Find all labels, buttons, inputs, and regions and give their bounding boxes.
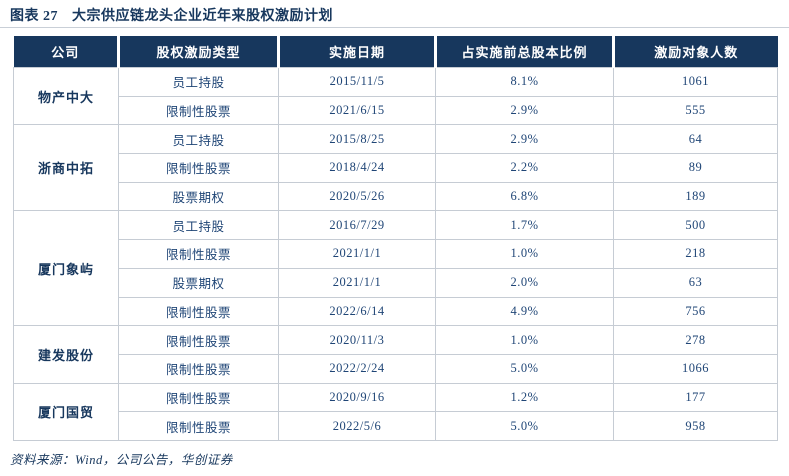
date-cell: 2021/1/1 xyxy=(278,239,436,269)
table-body: 物产中大 员工持股 2015/11/5 8.1% 1061 限制性股票 2021/6/15 2… xyxy=(13,66,778,441)
share-ratio-cell: 5.0% xyxy=(435,411,614,441)
incentive-type-cell: 员工持股 xyxy=(118,124,279,155)
date-cell: 2016/7/29 xyxy=(278,210,436,241)
table-row: 限制性股票 2022/5/6 5.0% 958 xyxy=(14,411,778,441)
equity-incentive-table: 公司 股权激励类型 实施日期 占实施前总股本比例 激励对象人数 物产中大 员工持股… xyxy=(13,36,778,441)
share-ratio-cell: 1.0% xyxy=(435,239,614,269)
date-cell: 2020/11/3 xyxy=(278,325,436,355)
company-cell: 建发股份 xyxy=(13,325,119,384)
date-cell: 2022/2/24 xyxy=(278,353,436,384)
column-header-incentive-type: 股权激励类型 xyxy=(117,36,279,68)
incentive-type-cell: 股票期权 xyxy=(118,181,279,212)
share-ratio-cell: 4.9% xyxy=(435,296,614,327)
headcount-cell: 1066 xyxy=(613,353,778,384)
table-row: 股票期权 2021/1/1 2.0% 63 xyxy=(14,267,778,298)
table-row: 限制性股票 2021/6/15 2.9% 555 xyxy=(14,95,778,126)
company-cell: 物产中大 xyxy=(13,66,119,126)
headcount-cell: 89 xyxy=(613,153,778,183)
date-cell: 2018/4/24 xyxy=(278,153,436,183)
headcount-cell: 177 xyxy=(613,382,778,413)
headcount-cell: 218 xyxy=(613,239,778,269)
incentive-type-cell: 限制性股票 xyxy=(118,95,279,126)
incentive-type-cell: 限制性股票 xyxy=(118,239,279,269)
table-row: 限制性股票 2018/4/24 2.2% 89 xyxy=(14,153,778,183)
column-header-date: 实施日期 xyxy=(277,36,436,68)
table-header: 公司 股权激励类型 实施日期 占实施前总股本比例 激励对象人数 xyxy=(13,36,778,68)
source-note: 资料来源：Wind，公司公告，华创证券 xyxy=(10,453,233,467)
table-row: 厦门象屿 员工持股 2016/7/29 1.7% 500 xyxy=(13,210,778,327)
incentive-type-cell: 限制性股票 xyxy=(118,411,279,441)
share-ratio-cell: 2.0% xyxy=(435,267,614,298)
date-cell: 2021/1/1 xyxy=(278,267,436,298)
table-row: 限制性股票 2021/1/1 1.0% 218 xyxy=(14,239,778,269)
column-header-company: 公司 xyxy=(13,36,119,68)
incentive-type-cell: 限制性股票 xyxy=(118,296,279,327)
headcount-cell: 756 xyxy=(613,296,778,327)
incentive-type-cell: 员工持股 xyxy=(118,210,279,241)
incentive-type-cell: 限制性股票 xyxy=(118,382,279,413)
table-row: 浙商中拓 员工持股 2015/8/25 2.9% 64 xyxy=(13,124,778,212)
table-row: 厦门国贸 限制性股票 2020/9/16 1.2% 177 xyxy=(13,382,778,441)
share-ratio-cell: 6.8% xyxy=(435,181,614,212)
table-row: 限制性股票 2022/2/24 5.0% 1066 xyxy=(14,353,778,384)
share-ratio-cell: 8.1% xyxy=(435,67,614,97)
share-ratio-cell: 2.9% xyxy=(435,124,614,155)
table-row: 物产中大 员工持股 2015/11/5 8.1% 1061 xyxy=(13,66,778,126)
headcount-cell: 958 xyxy=(613,411,778,441)
incentive-type-cell: 限制性股票 xyxy=(118,153,279,183)
company-cell: 厦门象屿 xyxy=(13,210,119,327)
column-header-share-ratio: 占实施前总股本比例 xyxy=(434,36,614,68)
headcount-cell: 500 xyxy=(613,210,778,241)
incentive-type-cell: 限制性股票 xyxy=(118,325,279,355)
column-header-headcount: 激励对象人数 xyxy=(612,36,778,68)
company-cell: 浙商中拓 xyxy=(13,124,119,212)
incentive-type-cell: 股票期权 xyxy=(118,267,279,298)
share-ratio-cell: 1.2% xyxy=(435,382,614,413)
share-ratio-cell: 1.0% xyxy=(435,325,614,355)
share-ratio-cell: 5.0% xyxy=(435,353,614,384)
date-cell: 2015/8/25 xyxy=(278,124,436,155)
share-ratio-cell: 2.2% xyxy=(435,153,614,183)
table-row: 限制性股票 2022/6/14 4.9% 756 xyxy=(14,296,778,327)
headcount-cell: 555 xyxy=(613,95,778,126)
date-cell: 2020/9/16 xyxy=(278,382,436,413)
share-ratio-cell: 2.9% xyxy=(435,95,614,126)
table-row: 股票期权 2020/5/26 6.8% 189 xyxy=(14,181,778,212)
figure-title-text: 大宗供应链龙头企业近年来股权激励计划 xyxy=(72,9,333,24)
headcount-cell: 189 xyxy=(613,181,778,212)
header-row: 公司 股权激励类型 实施日期 占实施前总股本比例 激励对象人数 xyxy=(13,36,778,68)
date-cell: 2022/6/14 xyxy=(278,296,436,327)
date-cell: 2020/5/26 xyxy=(278,181,436,212)
figure-title: 图表 27 大宗供应链龙头企业近年来股权激励计划 xyxy=(10,5,333,25)
date-cell: 2022/5/6 xyxy=(278,411,436,441)
table-row: 建发股份 限制性股票 2020/11/3 1.0% 278 xyxy=(13,325,778,384)
headcount-cell: 63 xyxy=(613,267,778,298)
date-cell: 2021/6/15 xyxy=(278,95,436,126)
share-ratio-cell: 1.7% xyxy=(435,210,614,241)
date-cell: 2015/11/5 xyxy=(278,67,436,97)
incentive-type-cell: 限制性股票 xyxy=(118,353,279,384)
company-cell: 厦门国贸 xyxy=(13,382,119,441)
headcount-cell: 1061 xyxy=(613,67,778,97)
top-divider-rule xyxy=(0,27,789,28)
figure-number-label: 图表 27 xyxy=(10,9,58,24)
headcount-cell: 64 xyxy=(613,124,778,155)
incentive-type-cell: 员工持股 xyxy=(118,67,279,97)
headcount-cell: 278 xyxy=(613,325,778,355)
